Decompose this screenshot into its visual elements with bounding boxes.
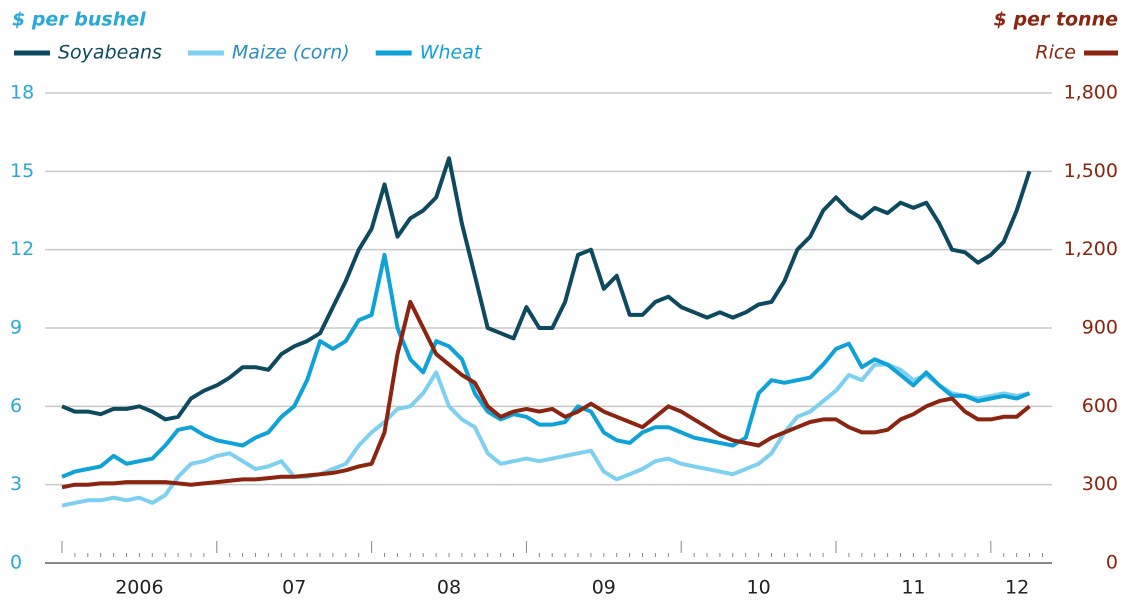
series-line (61, 299, 1031, 490)
y-tick-label: 9 (10, 317, 22, 339)
x-tick-label: 2006 (115, 577, 163, 599)
legend-label: Rice (1035, 42, 1076, 64)
series-line (61, 156, 1032, 422)
legend-label: Soyabeans (58, 42, 162, 64)
x-tick-label: 10 (747, 577, 771, 599)
y2-tick-label: 300 (1082, 473, 1118, 495)
y2-tick-label: 1,200 (1064, 238, 1118, 260)
y-tick-label: 6 (10, 395, 22, 417)
x-tick-label: 08 (437, 577, 461, 599)
x-tick-label: 11 (901, 577, 925, 599)
y-tick-label: 0 (10, 552, 22, 574)
y2-tick-label: 0 (1106, 552, 1118, 574)
y2-tick-label: 1,500 (1064, 160, 1118, 182)
x-tick-label: 07 (282, 577, 306, 599)
y2-axis-title: $ per tonne (994, 9, 1118, 31)
y2-tick-label: 600 (1082, 395, 1118, 417)
y2-tick-label: 1,800 (1064, 82, 1118, 104)
y-tick-label: 3 (10, 473, 22, 495)
series-line (61, 252, 1031, 479)
x-tick-label: 12 (1005, 577, 1029, 599)
y-tick-label: 15 (10, 160, 34, 182)
y-axis-title: $ per bushel (12, 9, 146, 31)
legend-label: Wheat (420, 42, 483, 64)
legend-label: Maize (corn) (232, 42, 350, 64)
y-tick-label: 18 (10, 82, 34, 104)
x-tick-label: 09 (592, 577, 616, 599)
y-tick-label: 12 (10, 238, 34, 260)
series-line (61, 362, 1030, 508)
y2-tick-label: 900 (1082, 317, 1118, 339)
